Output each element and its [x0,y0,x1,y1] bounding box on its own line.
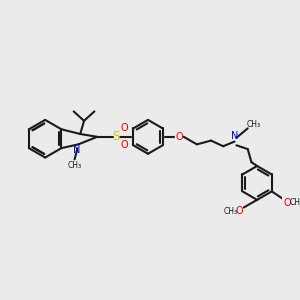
Text: O: O [175,132,183,142]
Text: O: O [284,198,292,208]
Text: N: N [231,131,238,141]
Text: O: O [236,206,243,216]
Text: CH₃: CH₃ [224,207,238,216]
Text: N: N [73,145,80,155]
Text: CH₃: CH₃ [289,198,300,207]
Text: O: O [121,140,128,150]
Text: CH₃: CH₃ [246,120,260,129]
Text: O: O [121,123,128,134]
Text: CH₃: CH₃ [68,160,82,169]
Text: S: S [112,130,120,143]
